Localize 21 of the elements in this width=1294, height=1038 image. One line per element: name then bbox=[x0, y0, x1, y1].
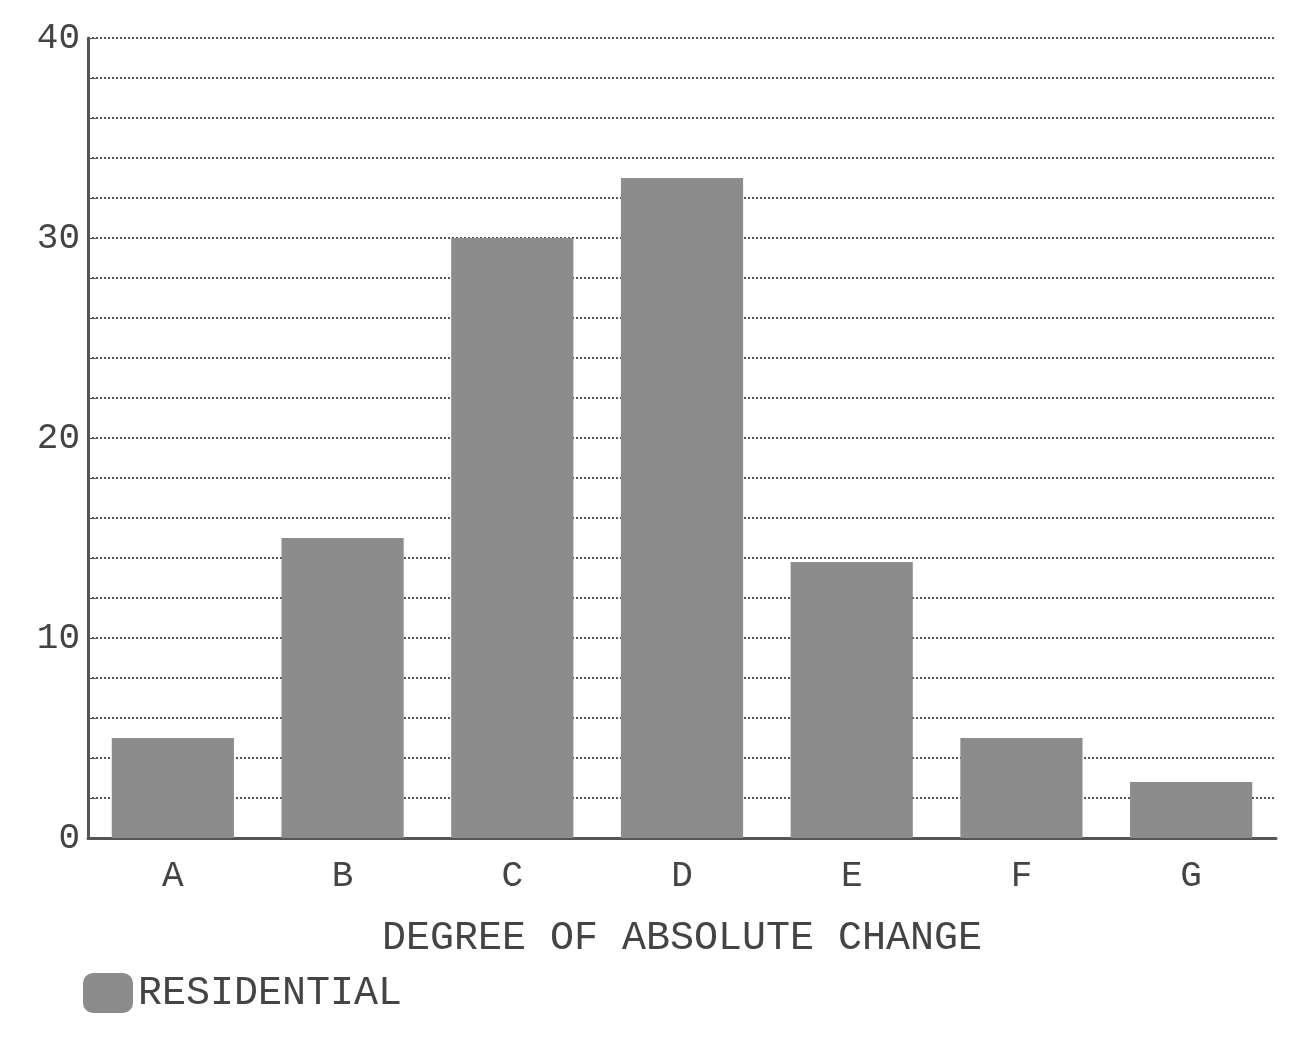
bar bbox=[960, 738, 1083, 838]
x-axis-title: DEGREE OF ABSOLUTE CHANGE bbox=[381, 915, 983, 961]
y-tick-label: 10 bbox=[36, 617, 80, 659]
x-tick-label: D bbox=[671, 855, 693, 897]
x-tick-label: G bbox=[1180, 855, 1202, 897]
bar bbox=[790, 562, 913, 838]
x-tick-label: E bbox=[840, 855, 863, 897]
legend-label: RESIDENTIAL bbox=[138, 970, 403, 1016]
bar bbox=[111, 738, 234, 838]
bar bbox=[281, 538, 404, 838]
x-tick-label: C bbox=[501, 855, 524, 897]
y-tick-label: 30 bbox=[36, 217, 80, 259]
bar bbox=[1130, 782, 1253, 838]
bar bbox=[451, 238, 574, 838]
y-tick-label: 0 bbox=[58, 817, 80, 859]
bar bbox=[620, 178, 744, 838]
y-tick-label: 20 bbox=[36, 417, 80, 459]
x-tick-label: A bbox=[162, 855, 185, 897]
y-tick-label: 40 bbox=[36, 17, 80, 59]
x-tick-label: F bbox=[1010, 855, 1033, 897]
x-tick-label: B bbox=[331, 855, 354, 897]
